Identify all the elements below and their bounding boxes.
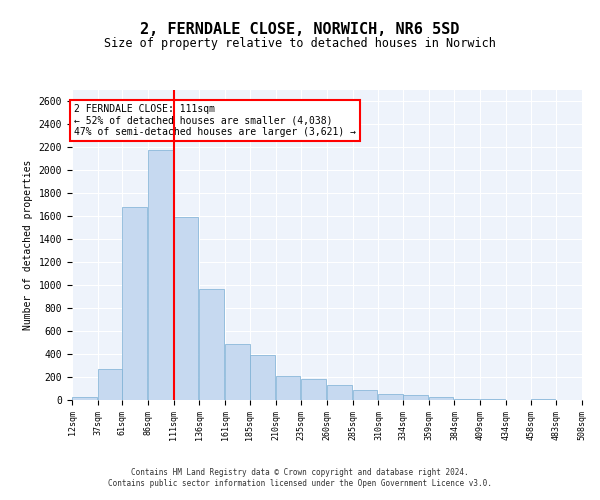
Bar <box>301 379 326 400</box>
Bar <box>148 150 173 400</box>
Bar <box>403 395 428 400</box>
Bar <box>250 355 275 400</box>
Text: 2 FERNDALE CLOSE: 111sqm
← 52% of detached houses are smaller (4,038)
47% of sem: 2 FERNDALE CLOSE: 111sqm ← 52% of detach… <box>74 104 356 137</box>
Bar <box>327 385 352 400</box>
Bar <box>379 394 403 400</box>
Bar <box>225 344 250 400</box>
Bar <box>275 376 300 400</box>
Bar <box>98 369 122 400</box>
Text: Size of property relative to detached houses in Norwich: Size of property relative to detached ho… <box>104 38 496 51</box>
Bar <box>174 218 199 400</box>
Bar <box>122 207 147 400</box>
Text: 2, FERNDALE CLOSE, NORWICH, NR6 5SD: 2, FERNDALE CLOSE, NORWICH, NR6 5SD <box>140 22 460 38</box>
Bar <box>199 288 224 400</box>
Y-axis label: Number of detached properties: Number of detached properties <box>23 160 33 330</box>
Bar <box>353 390 377 400</box>
Bar <box>72 396 97 400</box>
Bar <box>429 397 454 400</box>
Text: Contains HM Land Registry data © Crown copyright and database right 2024.
Contai: Contains HM Land Registry data © Crown c… <box>108 468 492 487</box>
Bar <box>455 399 479 400</box>
